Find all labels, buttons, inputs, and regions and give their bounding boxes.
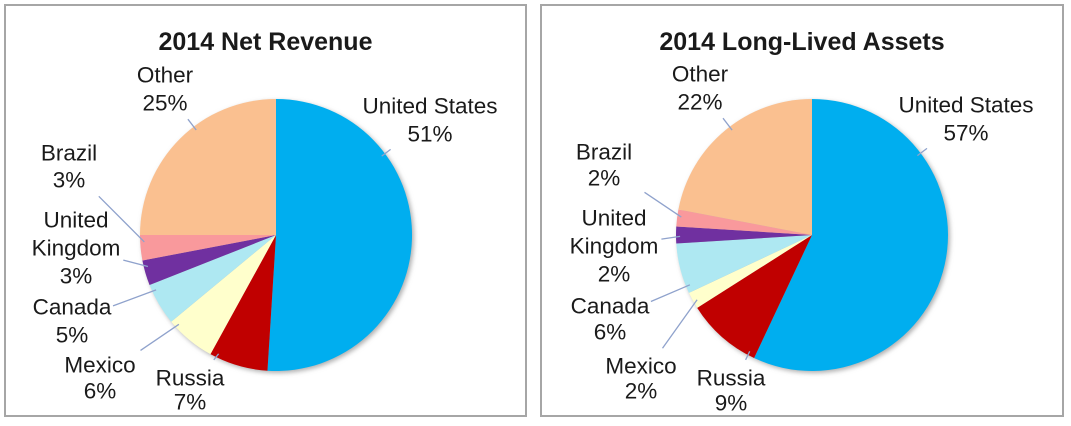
pie-slice-mexico	[171, 235, 276, 355]
slice-label-other-line-1: 25%	[142, 91, 187, 116]
pie-slice-united-states	[267, 99, 413, 371]
leader-line-united-kingdom	[123, 259, 149, 268]
slice-label-united-states-line-1: 57%	[943, 121, 988, 146]
pie-slice-mexico	[688, 235, 812, 308]
pie-slice-other	[678, 99, 812, 235]
leader-line-united-kingdom	[661, 235, 681, 240]
slice-label-mexico-line-1: 6%	[84, 379, 117, 404]
leader-line-other	[722, 117, 733, 131]
slice-label-brazil-line-0: Brazil	[41, 141, 97, 166]
slice-label-canada-line-0: Canada	[33, 295, 112, 320]
leader-line-mexico	[661, 299, 698, 349]
leader-line-united-states	[381, 148, 391, 157]
slice-label-mexico-line-0: Mexico	[64, 353, 135, 378]
leader-line-russia	[213, 353, 220, 361]
slice-label-other-line-0: Other	[137, 63, 194, 88]
slice-label-russia-line-1: 9%	[715, 391, 748, 416]
pie-slice-russia	[697, 235, 812, 359]
slice-label-russia-line-0: Russia	[156, 366, 225, 391]
slice-label-other-line-0: Other	[672, 62, 729, 87]
slice-label-united-kingdom-line-2: 3%	[60, 264, 93, 289]
leader-line-mexico	[140, 323, 180, 351]
slice-label-canada-line-0: Canada	[571, 294, 650, 319]
slice-label-brazil-line-1: 3%	[53, 168, 86, 193]
leader-line-brazil	[644, 191, 682, 218]
slice-label-mexico-line-1: 2%	[625, 379, 658, 404]
slice-label-united-kingdom-line-0: United	[43, 208, 108, 233]
leader-line-other	[187, 118, 197, 131]
slice-label-brazil-line-1: 2%	[588, 166, 621, 191]
leader-line-brazil	[98, 195, 145, 243]
slice-label-brazil-line-0: Brazil	[576, 140, 632, 165]
slice-label-united-kingdom-line-0: United	[581, 206, 646, 231]
slice-label-canada-line-1: 5%	[56, 323, 89, 348]
pie-slice-brazil	[140, 235, 276, 261]
long-lived-assets-chart-panel: 2014 Long-Lived Assets United States 57% R…	[540, 4, 1064, 417]
slice-label-united-kingdom-line-1: Kingdom	[32, 236, 121, 261]
pie-slice-brazil	[676, 209, 812, 235]
slice-label-mexico-line-0: Mexico	[605, 354, 676, 379]
leader-line-russia	[745, 351, 751, 361]
slice-label-russia-line-1: 7%	[174, 390, 207, 415]
pie-slice-united-kingdom	[676, 226, 812, 244]
pie-slice-russia	[210, 235, 276, 371]
leader-line-united-states	[917, 147, 928, 157]
pie-slice-united-kingdom	[142, 235, 276, 286]
slice-label-russia-line-0: Russia	[697, 366, 766, 391]
slice-label-canada-line-1: 6%	[594, 320, 627, 345]
slice-label-united-kingdom-line-1: Kingdom	[570, 234, 659, 259]
leader-line-canada	[112, 289, 157, 307]
slice-label-united-states-line-0: United States	[898, 93, 1033, 118]
pie-slice-united-states	[754, 99, 948, 371]
slice-label-united-kingdom-line-2: 2%	[598, 262, 631, 287]
leader-line-canada	[650, 284, 691, 303]
slice-label-united-states-line-0: United States	[362, 94, 497, 119]
pie-slice-canada	[149, 235, 276, 322]
pie-slice-canada	[676, 235, 812, 293]
pie-slice-other	[140, 99, 276, 235]
long-lived-assets-pie: United States57%Russia9%Mexico2%Canada6%…	[570, 62, 1034, 416]
slice-label-united-states-line-1: 51%	[407, 122, 452, 147]
net-revenue-chart-panel: 2014 Net Revenue United States 51% Russia 7…	[4, 4, 527, 417]
slice-label-other-line-1: 22%	[677, 90, 722, 115]
